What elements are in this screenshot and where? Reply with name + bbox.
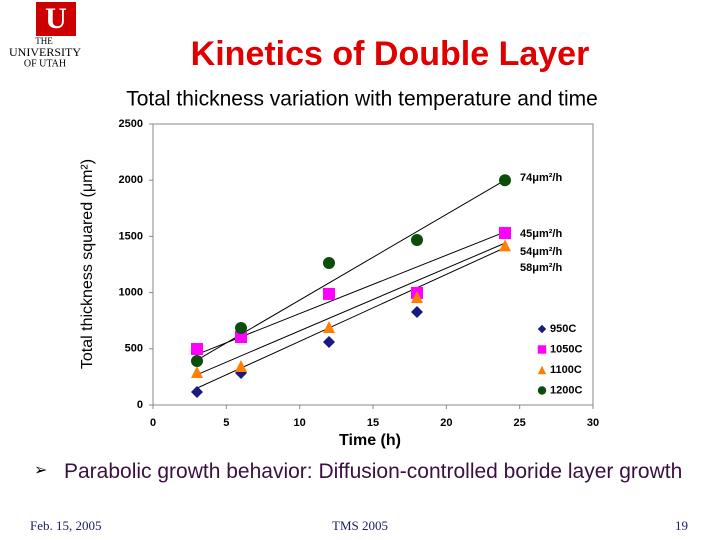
- point: [323, 320, 335, 333]
- point: [499, 174, 511, 187]
- point: [191, 365, 203, 378]
- point: [235, 322, 247, 335]
- fit-line: [196, 231, 506, 355]
- fit-line: [196, 247, 506, 389]
- y-axis-label: Total thickness squared (μm²): [79, 159, 96, 369]
- point: [499, 239, 511, 252]
- point: [411, 290, 423, 303]
- legend-label: 950C: [550, 323, 576, 335]
- logo-text: UNIVERSITY: [9, 45, 81, 59]
- point: [235, 359, 247, 372]
- legend-label: 1050C: [550, 343, 582, 355]
- bullet-icon: ➢: [34, 462, 47, 479]
- fit-line: [196, 242, 506, 376]
- bullet-text: Parabolic growth behavior: Diffusion-con…: [64, 460, 683, 483]
- point: [411, 306, 423, 319]
- point: [323, 257, 335, 270]
- x-tick-label: 0: [150, 417, 156, 429]
- point: [191, 385, 203, 398]
- x-tick-label: 15: [367, 417, 379, 429]
- point: [235, 330, 247, 343]
- x-tick-label: 5: [223, 417, 229, 429]
- point: [323, 287, 335, 300]
- legend-marker: [537, 345, 547, 354]
- footer-event: TMS 2005: [332, 518, 388, 533]
- point: [323, 336, 335, 349]
- slide-title: Kinetics of Double Layer: [191, 35, 590, 73]
- x-tick-label: 10: [294, 417, 306, 429]
- bullet-box: Parabolic growth behavior: Diffusion-con…: [64, 460, 683, 483]
- logo-mark: [36, 2, 76, 36]
- point: [411, 233, 423, 246]
- y-tick-label: 500: [125, 343, 143, 355]
- chart-title: Total thickness variation with temperatu…: [126, 88, 598, 111]
- logo-u: U: [45, 2, 67, 35]
- y-tick-label: 2000: [119, 174, 143, 186]
- x-tick-label: 20: [440, 417, 452, 429]
- annotation: 58μm²/h: [520, 262, 562, 274]
- page-number: 19: [675, 518, 688, 533]
- legend-marker: [537, 324, 547, 334]
- y-tick-label: 2500: [119, 118, 143, 130]
- x-tick-label: 25: [514, 417, 526, 429]
- y-tick-label: 1000: [119, 287, 143, 299]
- logo-text: THE: [35, 36, 53, 46]
- y-tick-label: 0: [137, 399, 143, 411]
- fit-line: [196, 179, 506, 361]
- legend-marker: [537, 365, 547, 375]
- legend-label: 1200C: [550, 384, 582, 396]
- annotation: 54μm²/h: [520, 246, 562, 258]
- footer-date: Feb. 15, 2005: [30, 518, 102, 533]
- y-tick-label: 1500: [119, 230, 143, 242]
- x-axis-label: Time (h): [339, 432, 401, 449]
- annotation: 74μm²/h: [520, 172, 562, 184]
- legend-label: 1100C: [550, 364, 582, 376]
- point: [499, 227, 511, 240]
- x-tick-label: 30: [587, 417, 599, 429]
- point: [191, 343, 203, 356]
- annotation: 45μm²/h: [520, 228, 562, 240]
- legend-marker: [537, 386, 547, 395]
- point: [191, 355, 203, 368]
- logo-text: OF UTAH: [24, 58, 66, 69]
